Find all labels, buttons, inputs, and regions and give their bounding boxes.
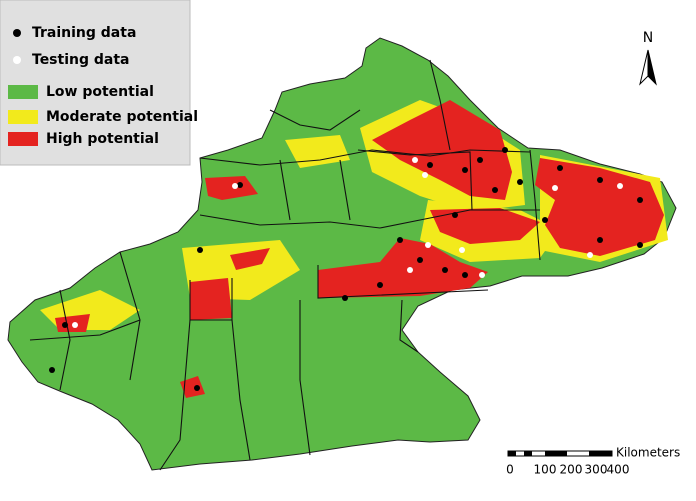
legend-label: Moderate potential [46, 109, 198, 125]
legend-symbol [8, 110, 38, 124]
north-arrow: N [639, 30, 657, 86]
north-label: N [643, 30, 653, 46]
legend: Training data Testing data Low potential… [0, 0, 198, 166]
scale-label: 0 [506, 463, 514, 477]
testing-points [72, 157, 623, 328]
scale-label: 300 [585, 463, 608, 477]
legend-symbol [8, 132, 38, 146]
scale-unit: Kilometers [616, 446, 680, 460]
legend-label: Training data [32, 25, 136, 41]
high-zones [55, 100, 664, 398]
training-points [49, 147, 643, 391]
scale-label: 100 [534, 463, 557, 477]
legend-symbol [8, 85, 38, 99]
legend-label: High potential [46, 131, 159, 147]
scale-label: 400 [607, 463, 630, 477]
legend-symbol [13, 56, 21, 64]
district-boundaries [29, 59, 541, 471]
legend-label: Low potential [46, 84, 154, 100]
legend-symbol [13, 29, 21, 37]
scale-label: 200 [560, 463, 583, 477]
scale-bar: Kilometers 0 100 200 300 400 [506, 446, 680, 477]
legend-label: Testing data [32, 52, 129, 68]
